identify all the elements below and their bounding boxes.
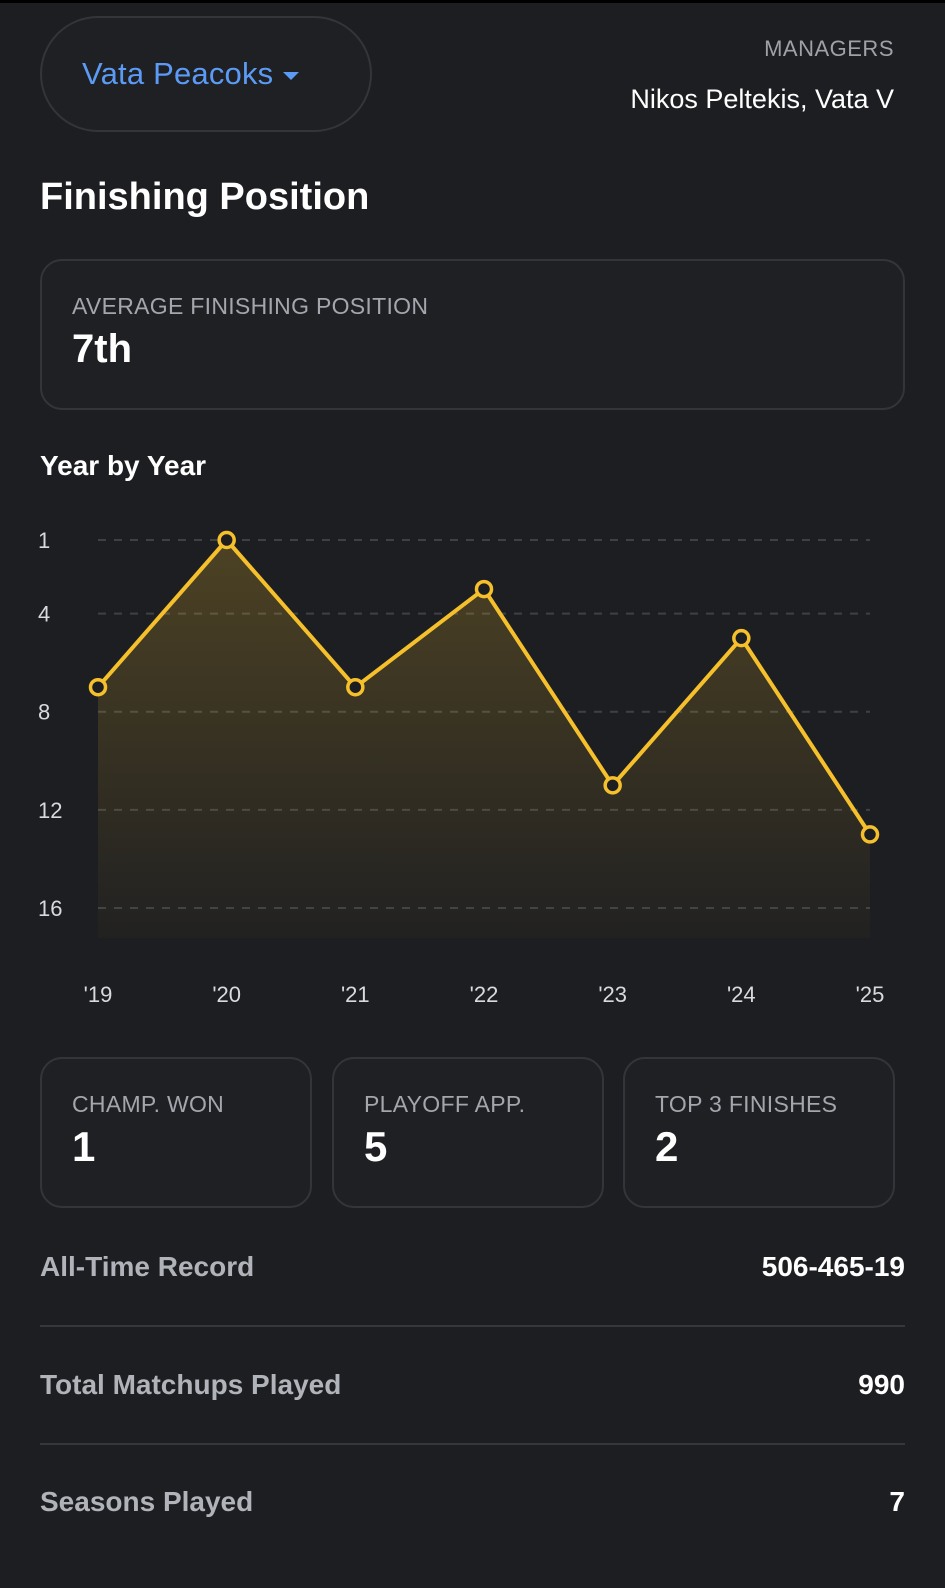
record-row: Seasons Played 7 [40, 1443, 905, 1560]
x-tick-label: '22 [470, 982, 499, 1007]
record-label: All-Time Record [40, 1250, 255, 1282]
stat-card: CHAMP. WON 1 [40, 1057, 312, 1208]
year-by-year-title: Year by Year [40, 450, 207, 481]
finishing-position-chart: 1 4 8 12 16 '19 '20 '21 '22 '23 '24 '25 [38, 528, 885, 1007]
divider [40, 1443, 905, 1445]
x-tick-label: '20 [212, 982, 241, 1007]
data-point[interactable] [603, 776, 622, 795]
chevron-down-icon [283, 72, 300, 80]
y-tick-label: 12 [38, 798, 62, 823]
record-value: 990 [858, 1368, 905, 1400]
x-tick-label: '21 [341, 982, 370, 1007]
record-value: 506-465-19 [761, 1250, 905, 1282]
managers-label: MANAGERS [764, 36, 894, 61]
section-title: Finishing Position [40, 176, 370, 218]
stat-value: 2 [655, 1123, 679, 1170]
y-tick-label: 16 [38, 896, 62, 921]
stat-label: PLAYOFF APP. [364, 1091, 526, 1117]
managers-value: Nikos Peltekis, Vata V [630, 84, 894, 114]
y-tick-label: 8 [38, 700, 50, 725]
x-tick-label: '25 [856, 982, 885, 1007]
record-row: All-Time Record 506-465-19 [40, 1208, 905, 1325]
team-name: Vata Peacoks [82, 56, 274, 91]
stat-value: 1 [72, 1123, 96, 1170]
stat-card: TOP 3 FINISHES 2 [623, 1057, 895, 1208]
record-row: Total Matchups Played 990 [40, 1326, 905, 1443]
record-value: 7 [889, 1485, 905, 1517]
average-finishing-label: AVERAGE FINISHING POSITION [72, 293, 429, 319]
y-tick-label: 1 [38, 528, 50, 553]
x-tick-label: '24 [727, 982, 756, 1007]
x-tick-label: '19 [84, 982, 113, 1007]
data-point[interactable] [474, 579, 494, 599]
stat-value: 5 [364, 1123, 388, 1170]
top-edge [0, 0, 945, 3]
data-point[interactable] [88, 677, 108, 697]
divider [40, 1325, 905, 1327]
data-point[interactable] [346, 677, 365, 697]
team-selector-dropdown[interactable]: Vata Peacoks [40, 16, 372, 132]
series-area [98, 540, 870, 938]
average-finishing-value: 7th [72, 327, 132, 371]
stat-label: TOP 3 FINISHES [655, 1091, 838, 1117]
stat-label: CHAMP. WON [72, 1091, 225, 1117]
y-tick-label: 4 [38, 602, 50, 627]
stat-card: PLAYOFF APP. 5 [332, 1057, 604, 1208]
data-point[interactable] [732, 628, 751, 648]
record-label: Total Matchups Played [40, 1368, 342, 1400]
data-point[interactable] [860, 825, 880, 844]
x-tick-label: '23 [598, 982, 627, 1007]
data-point[interactable] [217, 530, 236, 550]
average-finishing-card: AVERAGE FINISHING POSITION 7th [40, 259, 905, 410]
record-label: Seasons Played [40, 1485, 254, 1517]
